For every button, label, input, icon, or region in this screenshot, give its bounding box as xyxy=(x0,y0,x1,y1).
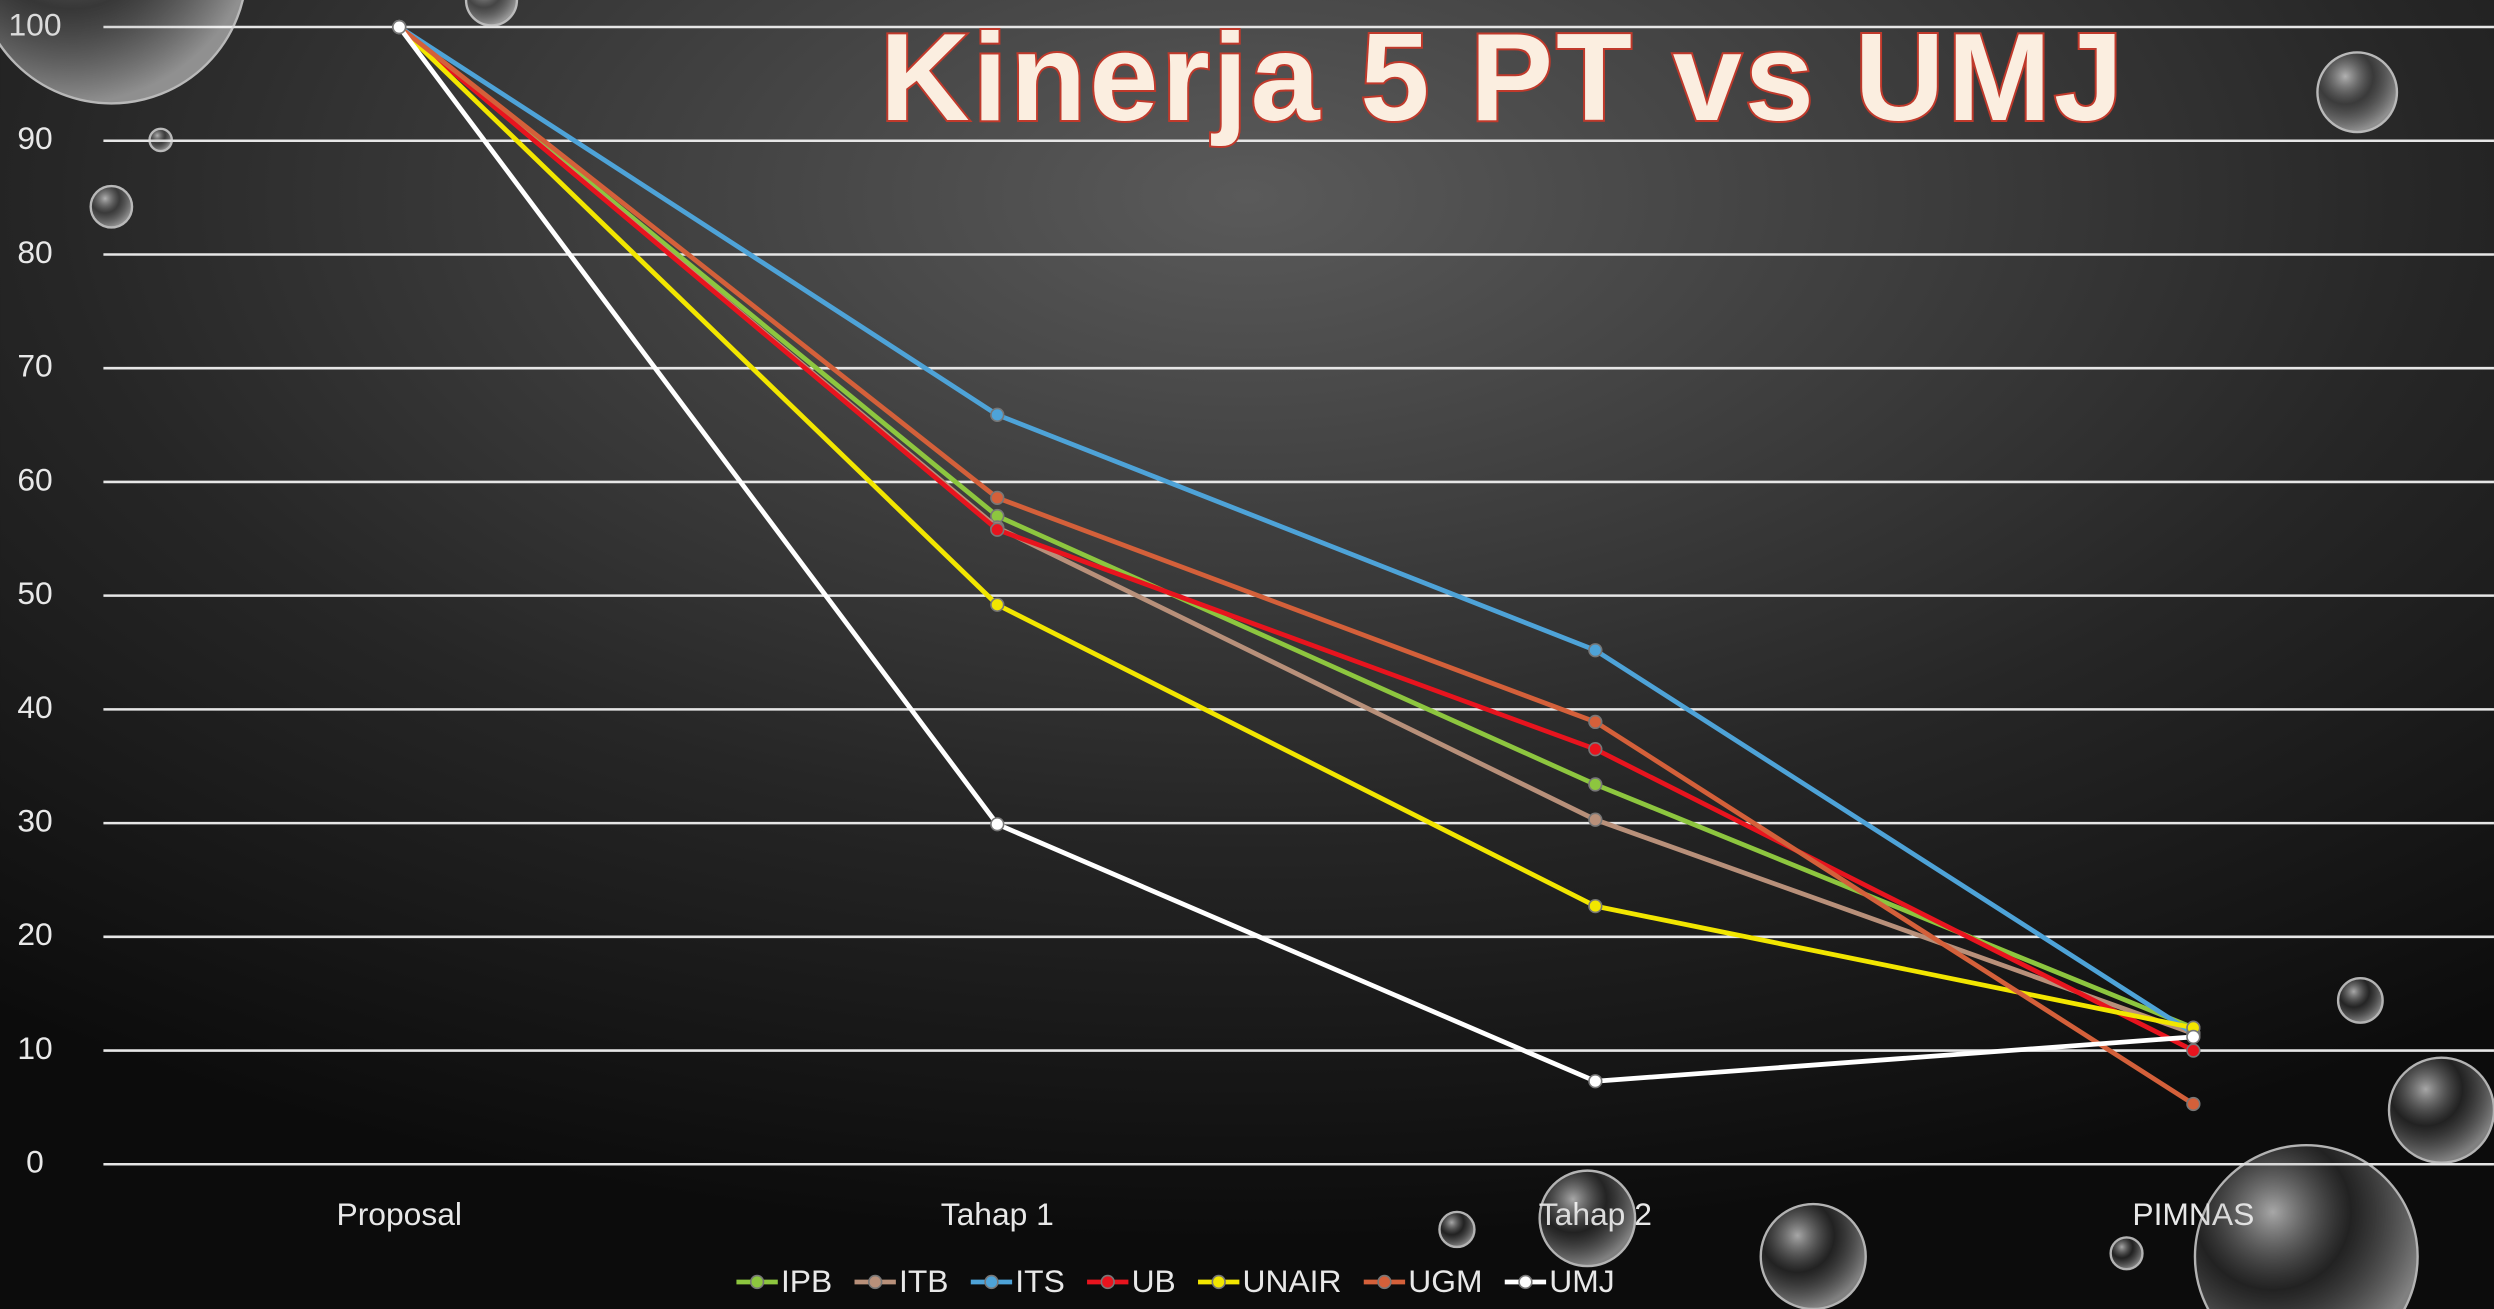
data-point xyxy=(1588,1074,1603,1089)
bubble xyxy=(2109,1236,2144,1271)
y-tick-label: 70 xyxy=(17,348,52,384)
bubble xyxy=(2193,1144,2419,1309)
y-tick-label: 40 xyxy=(17,689,52,725)
series-line xyxy=(397,25,2195,1031)
legend-marker xyxy=(1518,1274,1533,1290)
bubble xyxy=(2316,51,2399,134)
bubble xyxy=(2336,976,2384,1024)
series-line xyxy=(397,25,2194,1031)
legend-marker xyxy=(1211,1274,1226,1290)
y-tick-label: 80 xyxy=(17,234,52,270)
legend-label: UGM xyxy=(1408,1263,1482,1299)
data-point xyxy=(2186,1029,2201,1045)
bubble xyxy=(2387,1056,2494,1164)
data-point xyxy=(1588,643,1603,658)
data-point xyxy=(990,522,1005,537)
y-tick-label: 10 xyxy=(17,1030,52,1066)
data-point xyxy=(392,19,407,35)
legend-label: ITB xyxy=(899,1263,948,1299)
legend-label: UNAIR xyxy=(1243,1263,1342,1299)
bubble xyxy=(0,0,244,105)
legend-marker xyxy=(984,1274,999,1290)
data-point xyxy=(1588,714,1603,730)
bubble xyxy=(1438,1210,1476,1249)
legend-marker xyxy=(1100,1274,1115,1290)
y-tick-label: 60 xyxy=(17,461,52,497)
bubble xyxy=(464,0,519,27)
bubble xyxy=(148,127,173,153)
bubble xyxy=(89,184,134,229)
series-line xyxy=(397,25,2195,1107)
bubble xyxy=(1538,1169,1637,1268)
y-tick-label: 90 xyxy=(17,120,52,156)
series-line xyxy=(397,25,2195,1036)
x-tick-label: Proposal xyxy=(337,1196,463,1232)
y-tick-label: 50 xyxy=(17,575,52,611)
legend-label: UMJ xyxy=(1549,1263,1614,1299)
legend-marker xyxy=(868,1274,883,1290)
data-point xyxy=(1588,777,1603,792)
legend-label: UB xyxy=(1132,1263,1176,1299)
data-point xyxy=(990,817,1005,832)
legend-marker xyxy=(1377,1274,1392,1290)
y-tick-label: 0 xyxy=(26,1144,44,1180)
data-point xyxy=(1588,742,1603,757)
y-tick-label: 30 xyxy=(17,803,52,839)
data-point xyxy=(1588,898,1603,914)
legend-marker xyxy=(749,1274,765,1290)
x-tick-label: Tahap 1 xyxy=(941,1196,1054,1232)
data-point xyxy=(990,490,1005,506)
bubble xyxy=(1759,1202,1867,1309)
data-point xyxy=(990,597,1005,612)
data-point xyxy=(990,407,1005,422)
data-point xyxy=(2186,1096,2201,1112)
chart-title: Kinerja 5 PT vs UMJ xyxy=(880,9,2126,147)
data-point xyxy=(2186,1043,2201,1058)
data-point xyxy=(1588,812,1603,827)
y-tick-label: 20 xyxy=(17,916,52,952)
series-line xyxy=(397,25,2194,1084)
legend-label: IPB xyxy=(781,1263,832,1299)
series-line xyxy=(397,25,2195,1053)
legend-label: ITS xyxy=(1015,1263,1064,1299)
